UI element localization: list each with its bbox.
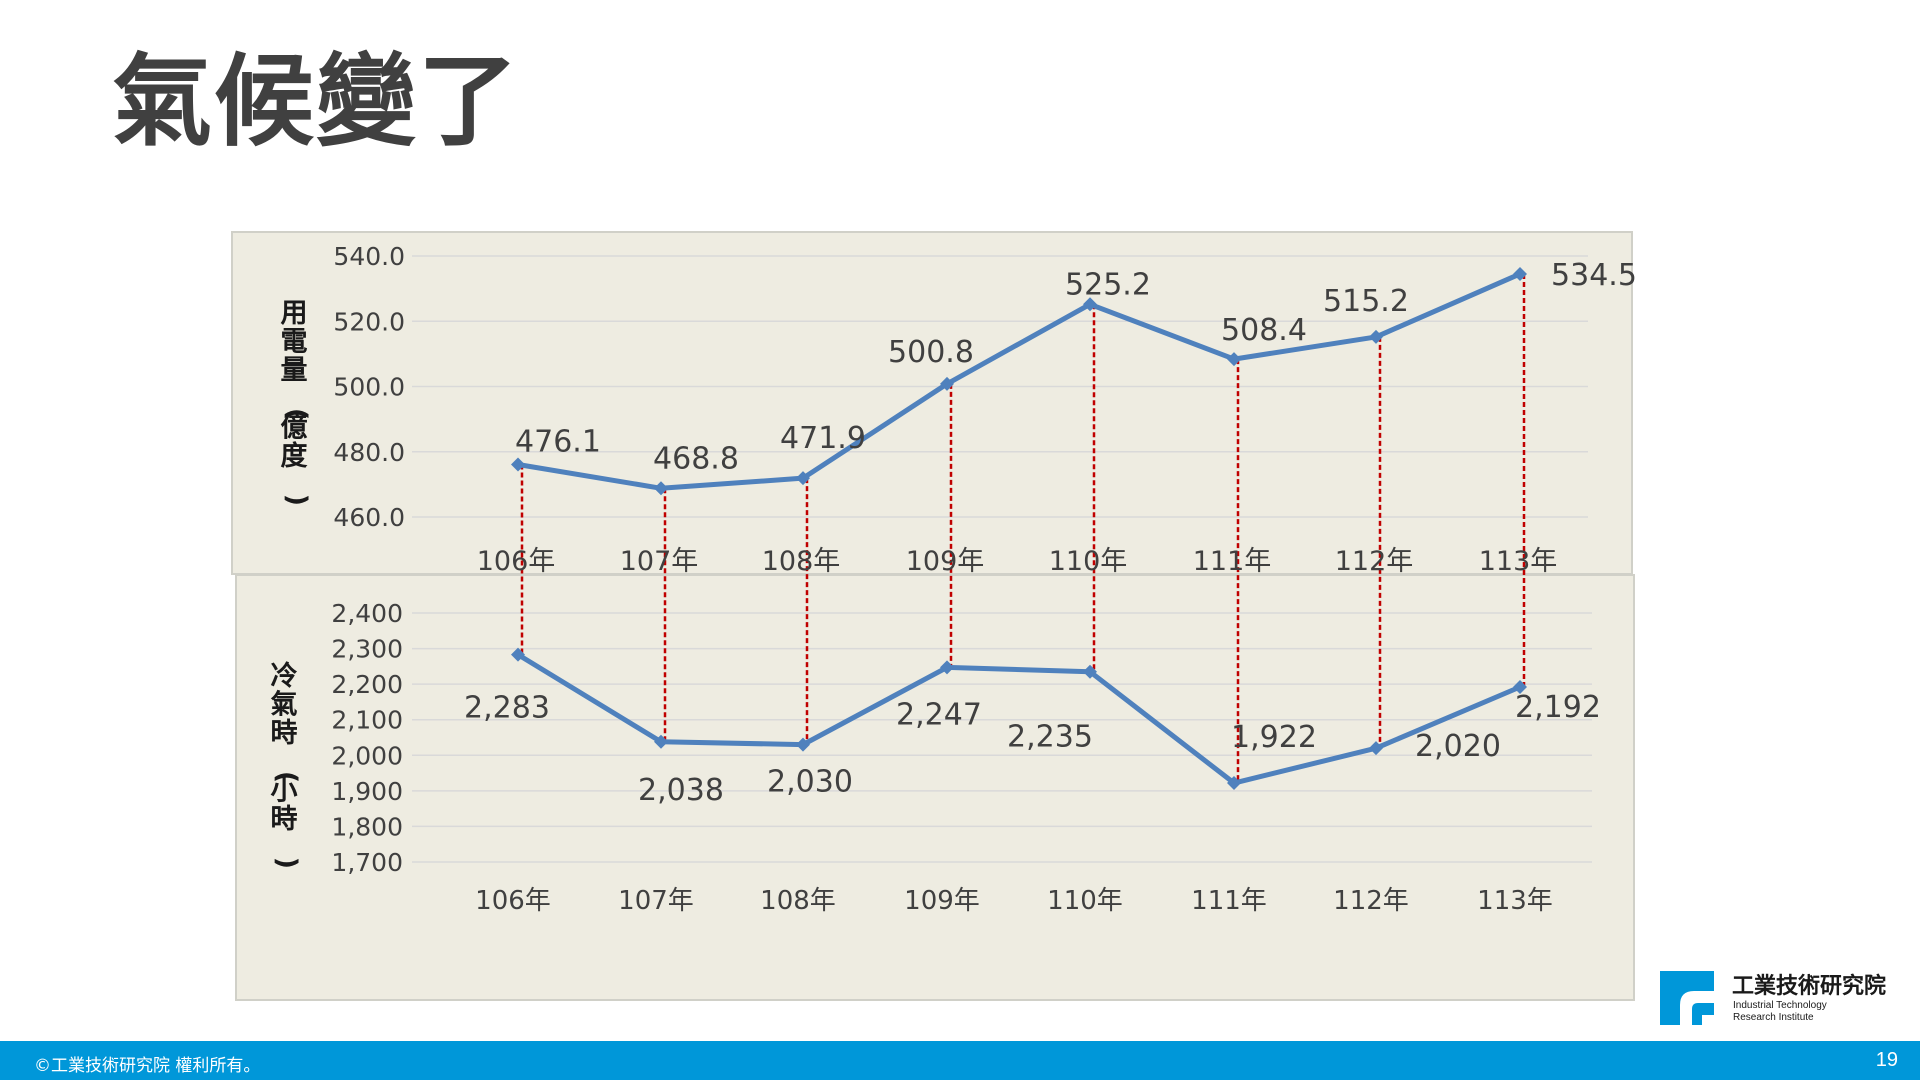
power-usage-line	[517, 271, 1522, 491]
bottom-data-label: 2,038	[638, 773, 724, 808]
top-chart-series	[511, 266, 1527, 496]
bottom-y-axis-title: 冷氣時(小時)	[271, 661, 302, 869]
ac-hours-point	[654, 734, 668, 749]
top-data-label: 500.8	[888, 335, 974, 370]
top-x-tick-label: 112年	[1335, 546, 1414, 577]
top-data-label: 525.2	[1065, 267, 1151, 302]
top-x-tick-label: 106年	[477, 546, 556, 577]
itri-logo: 工業技術研究院 Industrial Technology Research I…	[1660, 968, 1900, 1026]
bottom-y-tick-label: 2,300	[331, 635, 403, 664]
power-usage-point	[1083, 297, 1097, 312]
top-data-label: 515.2	[1323, 284, 1409, 319]
page-number: 19	[1875, 1049, 1898, 1071]
power-usage-point	[654, 481, 668, 496]
bottom-data-label: 2,235	[1007, 720, 1093, 755]
power-usage-point	[1227, 352, 1241, 367]
bottom-chart-series	[511, 647, 1527, 791]
itri-logo-mark	[1660, 971, 1714, 1025]
logo-name-cn: 工業技術研究院	[1732, 974, 1887, 999]
ac-hours-point	[1227, 776, 1241, 791]
bottom-y-tick-label: 2,200	[331, 670, 403, 699]
bottom-data-label: 2,020	[1415, 729, 1501, 764]
top-data-label: 468.8	[653, 441, 739, 476]
top-data-label: 471.9	[780, 421, 866, 456]
top-chart-panel	[231, 231, 1633, 575]
top-x-tick-label: 107年	[620, 546, 699, 577]
bottom-y-tick-label: 2,000	[331, 741, 403, 770]
logo-name-en-2: Research Institute	[1733, 1012, 1814, 1023]
bottom-x-tick-label: 108年	[760, 886, 836, 916]
power-usage-point	[796, 471, 810, 486]
bottom-chart-gridlines	[412, 612, 1592, 863]
top-y-tick-label: 480.0	[333, 438, 405, 467]
bottom-y-tick-label: 2,400	[331, 599, 403, 628]
top-y-axis-title: 用電量(億度)	[281, 298, 312, 506]
ac-hours-point	[511, 647, 525, 662]
connector-lines	[520, 273, 1526, 784]
footer-bar: ©工業技術研究院 權利所有。 19	[0, 1041, 1920, 1080]
bottom-data-label: 2,247	[896, 697, 982, 732]
ac-hours-point	[1083, 664, 1097, 679]
ac-hours-point	[796, 737, 810, 752]
bottom-y-tick-label: 1,800	[331, 812, 403, 841]
ac-hours-point	[1369, 741, 1383, 756]
top-y-tick-label: 500.0	[333, 373, 405, 402]
bottom-data-label: 1,922	[1231, 720, 1317, 755]
bottom-data-label: 2,030	[767, 765, 853, 800]
footer-copyright: ©工業技術研究院 權利所有。	[34, 1056, 261, 1076]
top-x-tick-label: 108年	[762, 546, 841, 577]
top-x-tick-label: 109年	[906, 546, 985, 577]
top-x-tick-label: 111年	[1193, 546, 1272, 577]
power-usage-point	[1369, 329, 1383, 344]
bottom-x-tick-label: 110年	[1047, 886, 1123, 916]
bottom-data-label: 2,283	[464, 691, 550, 726]
bottom-data-label: 2,192	[1515, 690, 1601, 725]
logo-name-en-1: Industrial Technology	[1733, 1000, 1827, 1011]
slide-title: 氣候變了	[112, 43, 520, 160]
top-x-tick-label: 113年	[1479, 546, 1558, 577]
chart-texts: 540.0 520.0 500.0 480.0 460.0 2,400 2,300 2,200…	[271, 242, 1637, 916]
charts-canvas: 540.0 520.0 500.0 480.0 460.0 2,400 2,300 2,200…	[231, 231, 1637, 1001]
bottom-y-tick-label: 1,700	[331, 848, 403, 877]
bottom-x-tick-label: 112年	[1333, 886, 1409, 916]
bottom-chart-panel	[235, 574, 1635, 1001]
ac-hours-point	[1513, 679, 1527, 694]
top-chart-gridlines	[412, 255, 1588, 518]
bottom-x-tick-label: 111年	[1191, 886, 1267, 916]
bottom-y-tick-label: 2,100	[331, 706, 403, 735]
top-y-tick-label: 520.0	[333, 307, 405, 336]
bottom-x-tick-label: 109年	[904, 886, 980, 916]
power-usage-point	[511, 457, 525, 472]
top-x-tick-label: 110年	[1049, 546, 1128, 577]
top-data-label: 476.1	[515, 424, 601, 459]
top-data-label: 534.5	[1551, 258, 1637, 293]
bottom-x-tick-label: 107年	[618, 886, 694, 916]
ac-hours-line	[516, 652, 1521, 786]
top-y-tick-label: 540.0	[333, 242, 405, 271]
power-usage-point	[940, 376, 954, 391]
top-y-tick-label: 460.0	[333, 503, 405, 532]
top-data-label: 508.4	[1221, 313, 1307, 348]
bottom-y-tick-label: 1,900	[331, 777, 403, 806]
ac-hours-point	[940, 660, 954, 675]
power-usage-point	[1513, 266, 1527, 281]
bottom-x-tick-label: 113年	[1477, 886, 1553, 916]
bottom-x-tick-label: 106年	[475, 886, 551, 916]
